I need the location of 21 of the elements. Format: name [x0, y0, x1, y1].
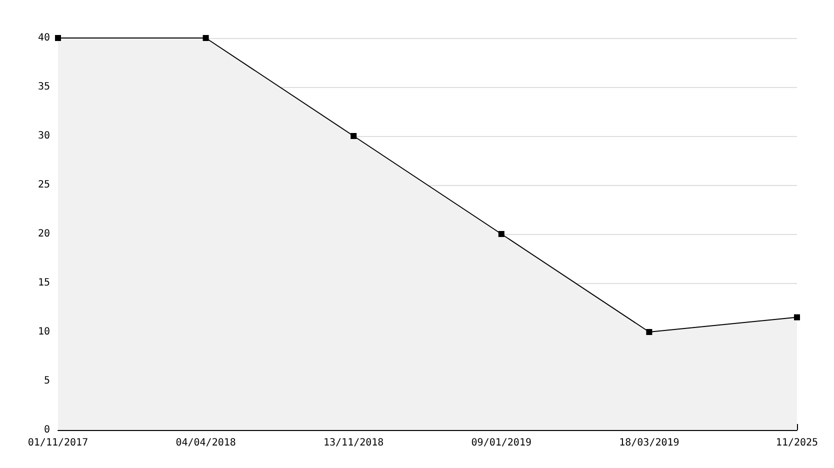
- y-tick-label: 30: [38, 130, 50, 142]
- point: [55, 35, 61, 41]
- x-tick-label: 04/04/2018: [176, 438, 236, 448]
- point: [350, 133, 357, 139]
- y-tick-label: 40: [38, 32, 50, 44]
- x-tick-label: 13/11/2018: [323, 438, 384, 448]
- y-tick-label: 20: [38, 228, 50, 240]
- y-tick-label: 35: [38, 82, 50, 92]
- point: [794, 314, 800, 320]
- y-tick-label: 25: [38, 180, 50, 190]
- y-tick-label: 10: [38, 326, 50, 338]
- x-tick-label: 09/01/2019: [471, 438, 532, 448]
- point: [646, 329, 652, 335]
- y-tick-label: 0: [44, 424, 50, 436]
- x-tick-label: 01/11/2017: [28, 438, 88, 448]
- y-tick-label: 15: [38, 278, 50, 288]
- point: [202, 35, 209, 41]
- y-tick-label: 5: [44, 376, 50, 386]
- x-tick-label: 11/2025: [776, 438, 818, 448]
- x-tick-label: 18/03/2019: [619, 438, 680, 448]
- point: [498, 231, 504, 237]
